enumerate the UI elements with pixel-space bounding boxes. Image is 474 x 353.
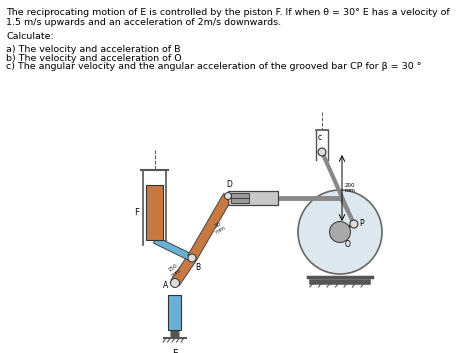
Text: E: E [172,349,178,353]
Circle shape [298,190,382,274]
Bar [231,193,249,203]
Text: c) The angular velocity and the angular acceleration of the grooved bar CP for β: c) The angular velocity and the angular … [6,62,422,71]
Text: c: c [318,133,322,142]
Polygon shape [154,237,193,261]
Circle shape [318,148,326,156]
Text: 150
mm: 150 mm [167,263,182,278]
Text: 30
mm: 30 mm [211,220,227,234]
Text: The reciprocating motion of E is controlled by the piston F. If when θ = 30° E h: The reciprocating motion of E is control… [6,8,450,17]
Text: b) The velocity and acceleration of O: b) The velocity and acceleration of O [6,54,182,62]
Circle shape [225,192,231,199]
Bar [146,185,164,240]
Text: 1.5 m/s upwards and an acceleration of 2m/s downwards.: 1.5 m/s upwards and an acceleration of 2… [6,18,281,26]
Circle shape [350,220,358,228]
Circle shape [171,279,180,287]
Text: a) The velocity and acceleration of B: a) The velocity and acceleration of B [6,45,181,54]
Text: D: D [226,180,232,189]
Text: P: P [359,220,364,228]
Circle shape [329,221,350,243]
Circle shape [188,254,196,262]
Text: F: F [135,208,139,217]
Text: 200
mm: 200 mm [345,183,356,193]
Polygon shape [171,255,196,286]
Text: O: O [345,240,351,249]
Bar [168,295,182,330]
Text: A: A [163,281,168,289]
Polygon shape [188,193,232,261]
Text: Calculate:: Calculate: [6,32,54,41]
Bar [228,191,278,205]
Text: B: B [195,263,200,272]
